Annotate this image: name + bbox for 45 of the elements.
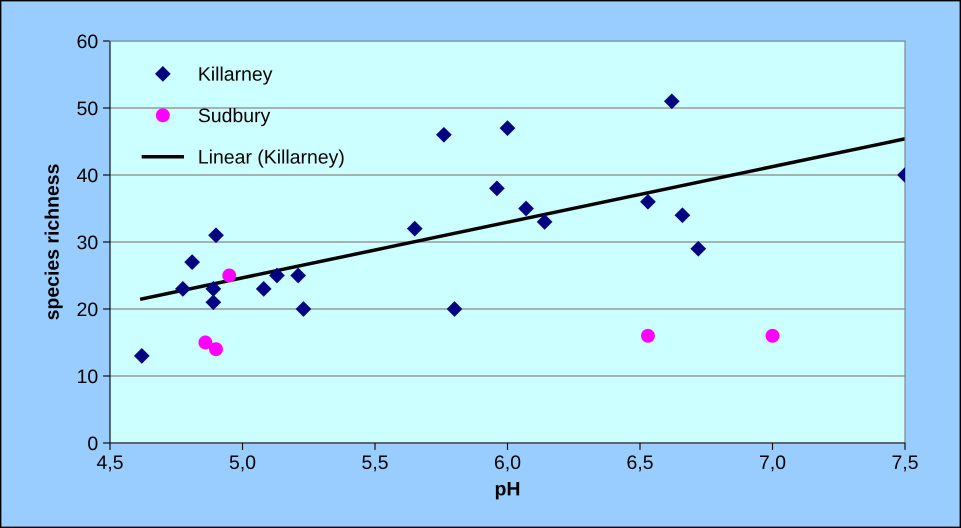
y-tick-label: 10: [78, 369, 98, 384]
x-tick-label: 5,0: [230, 455, 256, 472]
y-axis-title: species richness: [44, 164, 63, 320]
x-tick-label: 7,5: [892, 456, 918, 472]
legend-label: Sudbury: [198, 108, 270, 126]
point: [641, 328, 655, 343]
point: [640, 194, 656, 210]
point: [184, 254, 200, 270]
y-tick-label: 20: [78, 302, 98, 316]
y-tick-label: 0: [88, 436, 98, 450]
point: [296, 301, 312, 317]
legend-label: Killarney: [199, 66, 272, 85]
point: [222, 268, 236, 282]
point: [664, 94, 680, 109]
x-tick-label: 6,5: [627, 455, 653, 472]
point: [209, 342, 223, 356]
point: [674, 208, 690, 223]
point: [290, 268, 306, 284]
y-tick-label: 40: [77, 168, 98, 182]
point: [690, 241, 706, 256]
legend-label: Linear (Killarney): [199, 149, 344, 168]
point: [436, 127, 452, 142]
point: [269, 268, 285, 284]
point: [489, 180, 504, 196]
point: [518, 200, 534, 216]
y-tick-label: 30: [77, 235, 98, 250]
x-tick-label: 4,5: [96, 456, 123, 472]
point: [206, 281, 221, 296]
point: [198, 336, 212, 350]
point: [134, 348, 150, 364]
point: [537, 214, 552, 230]
y-tick-label: 50: [77, 101, 98, 116]
point: [206, 294, 221, 310]
x-tick-label: 5,5: [362, 456, 388, 472]
point: [500, 120, 516, 136]
x-axis-title: pH: [496, 482, 520, 500]
point: [766, 328, 780, 343]
point: [208, 228, 224, 243]
x-tick-label: 7,0: [760, 455, 786, 472]
point: [407, 221, 422, 236]
point: [175, 281, 190, 296]
point: [446, 301, 462, 317]
x-tick-label: 6,0: [494, 455, 520, 472]
point: [256, 281, 272, 296]
y-tick-label: 60: [78, 34, 98, 48]
